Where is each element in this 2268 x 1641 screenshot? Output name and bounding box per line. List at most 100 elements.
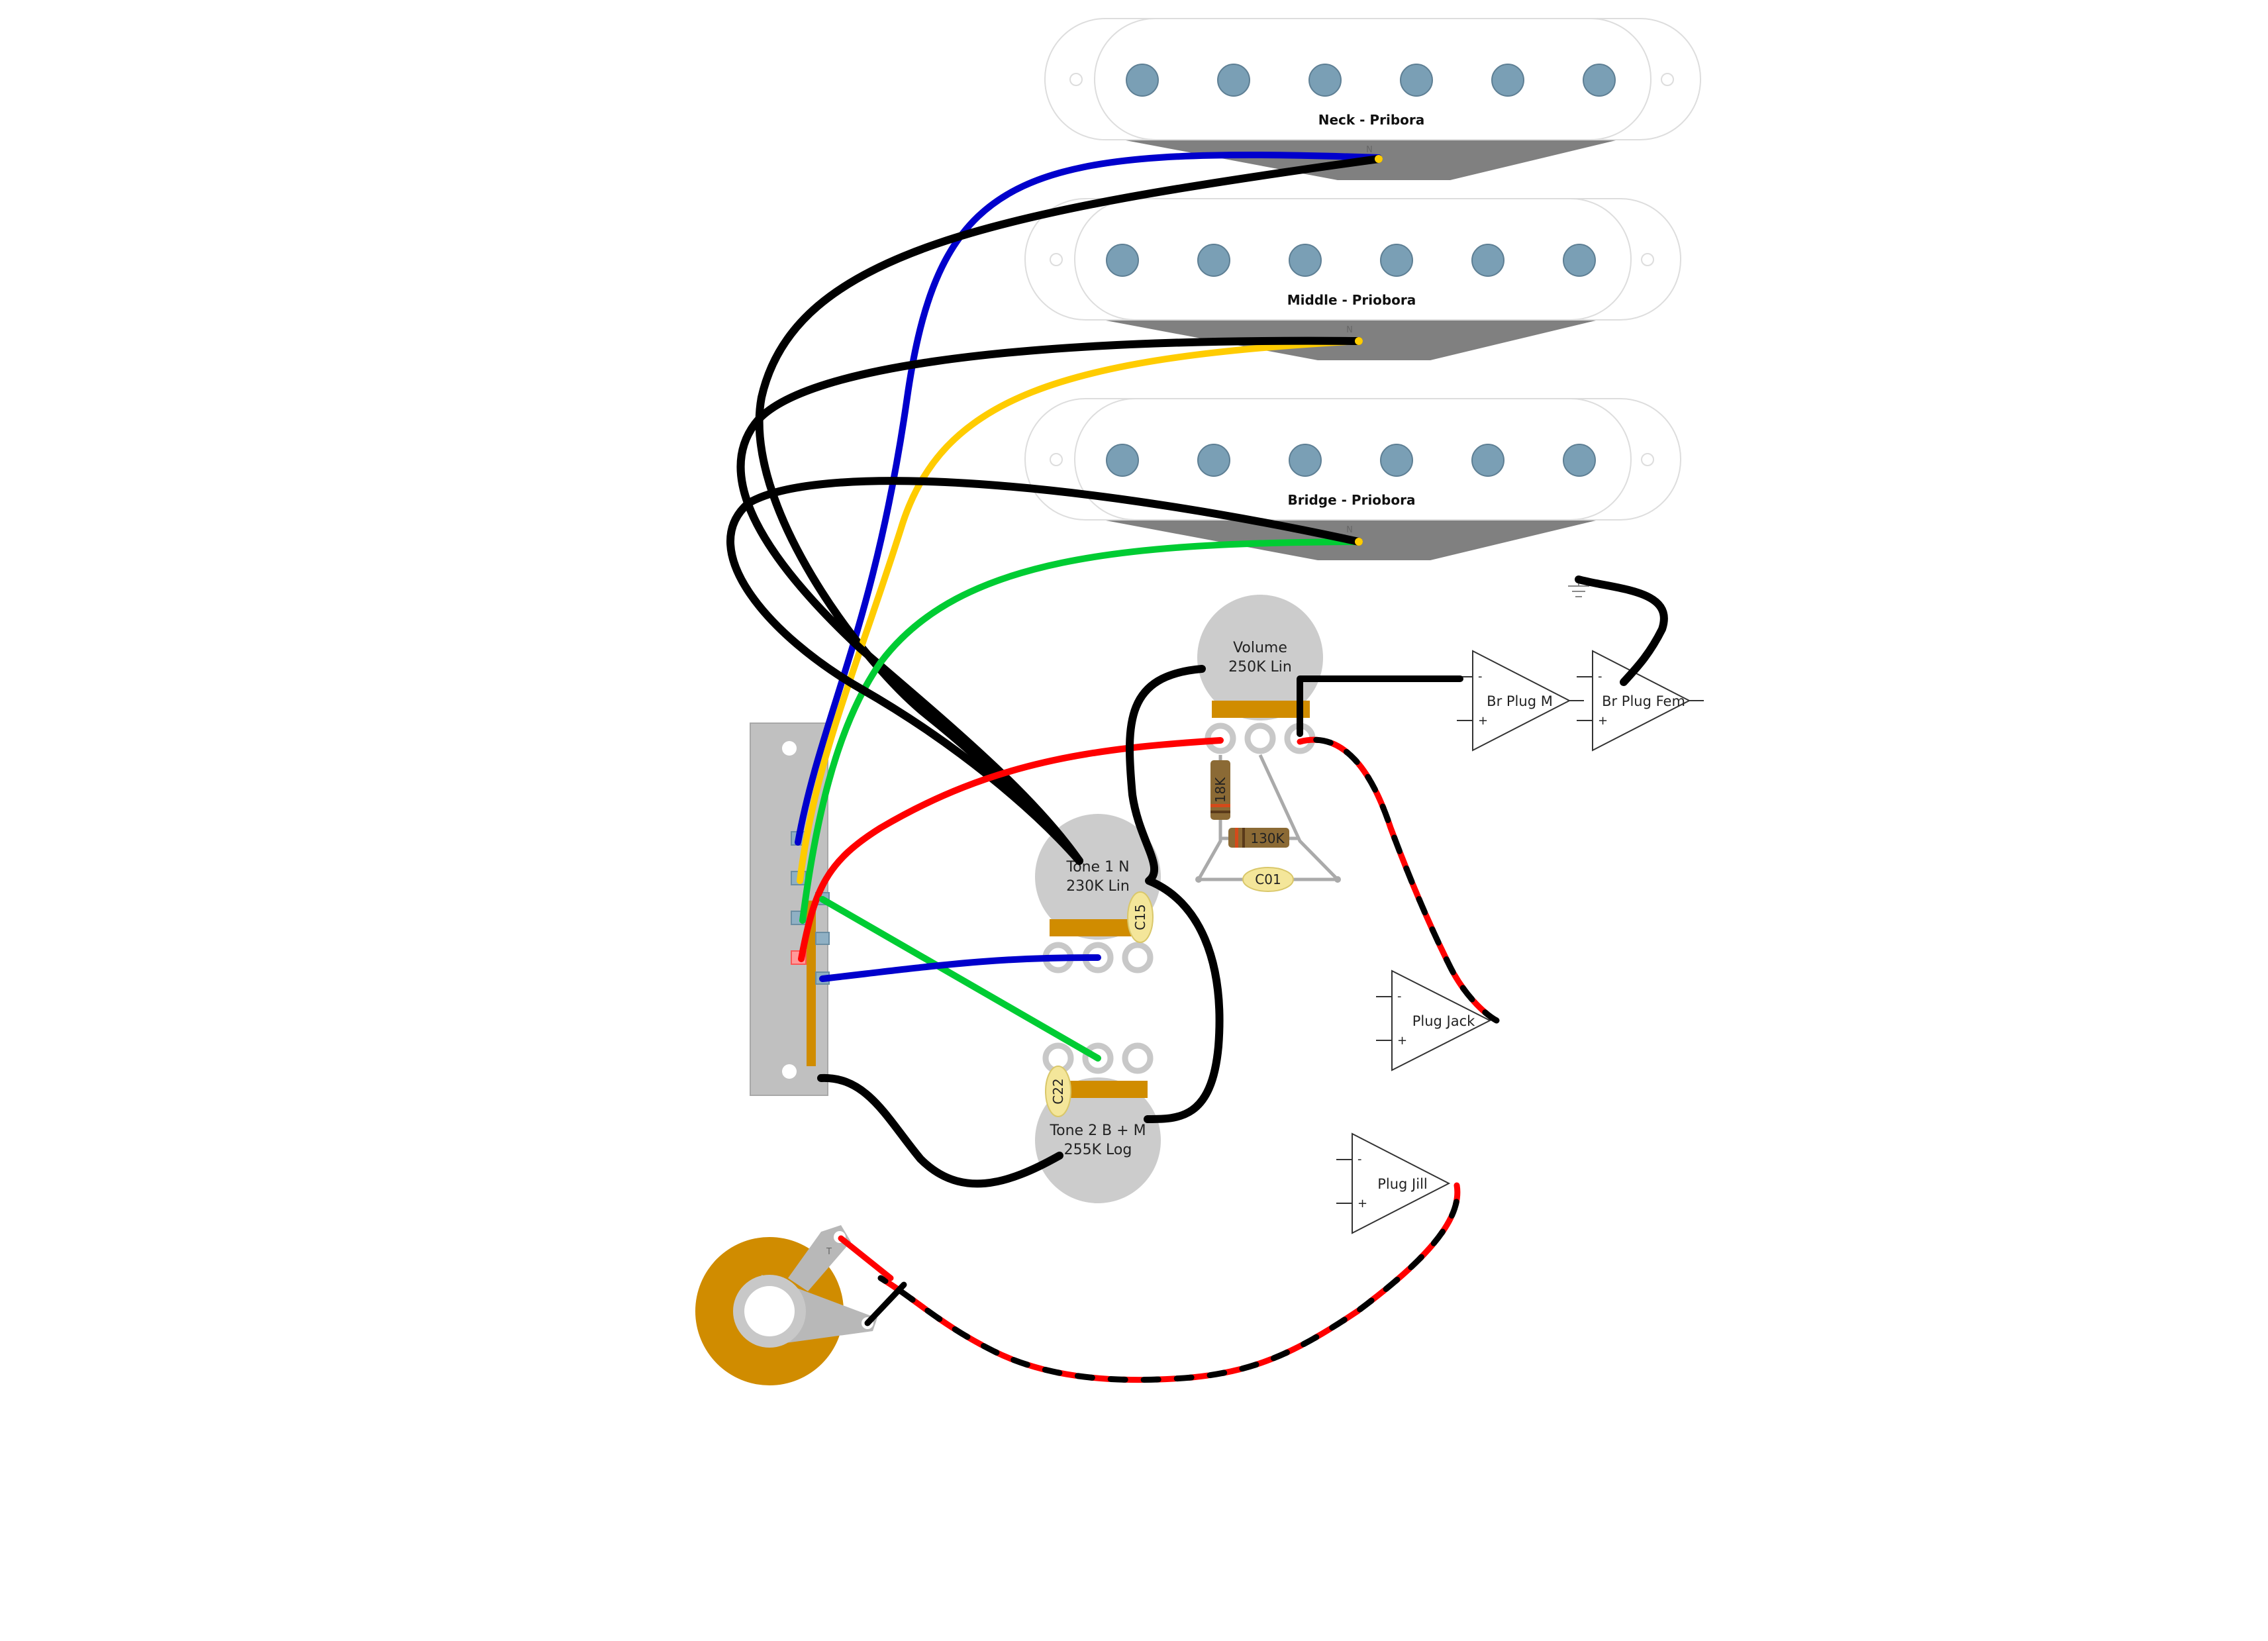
solder-joint xyxy=(1195,876,1202,883)
pot-lug xyxy=(1122,1042,1154,1074)
pole-piece xyxy=(1563,444,1596,477)
tone2-capacitor: C22 xyxy=(1045,1066,1071,1117)
pickup-cover xyxy=(1074,398,1632,521)
pot-lug-base xyxy=(1212,701,1310,718)
wire-red-switch-volume xyxy=(798,737,1224,962)
wires xyxy=(726,152,1668,1383)
wire-red-jack-tip xyxy=(838,1235,894,1281)
pole-piece xyxy=(1471,244,1504,277)
jack-tip-lug xyxy=(788,1225,851,1291)
plug-label: Plug Jack xyxy=(1412,1013,1475,1029)
pot-label-line2: 230K Lin xyxy=(1066,878,1130,895)
pickup-bridge: Bridge - Priobora N xyxy=(1024,398,1681,560)
plug-plus-sign: + xyxy=(1357,1197,1367,1211)
wire-green-switch-tone2 xyxy=(819,896,1101,1062)
plug-label: Plug Jill xyxy=(1377,1176,1428,1192)
pot-label-line2: 250K Lin xyxy=(1228,659,1292,675)
capacitor-c01 xyxy=(1242,867,1294,892)
switch-mount-hole xyxy=(782,741,797,756)
pickup-middle: Middle - Priobora N xyxy=(1024,198,1681,360)
plug-minus-sign: - xyxy=(1598,670,1602,683)
pot-label-line2: 255K Log xyxy=(1064,1142,1132,1158)
pole-piece xyxy=(1583,64,1616,97)
mount-hole xyxy=(1661,73,1674,86)
pole-piece xyxy=(1289,244,1322,277)
pickup-neck: Neck - Pribora N xyxy=(1044,18,1701,180)
plug-br-plug-fem: - + Br Plug Fem xyxy=(1577,650,1704,752)
pole-piece xyxy=(1491,64,1524,97)
jack-hole xyxy=(744,1286,795,1336)
pickup-cover xyxy=(1074,198,1632,321)
pole-piece xyxy=(1197,244,1230,277)
plug-minus-sign: - xyxy=(1397,989,1402,1003)
wire-black-volume-brplug xyxy=(1297,675,1463,737)
pickup-label: Bridge - Priobora xyxy=(1288,492,1416,508)
switch-common-bar xyxy=(807,901,816,1066)
capacitor-c22 xyxy=(1045,1066,1071,1117)
polarity-mark: N xyxy=(1346,325,1353,335)
component-lead xyxy=(1258,754,1339,881)
mount-hole xyxy=(1050,253,1063,266)
pole-piece xyxy=(1289,444,1322,477)
wire-twisted-black-volume-jack xyxy=(1297,736,1500,1024)
plug-triangle xyxy=(1391,970,1492,1071)
pole-piece xyxy=(1197,444,1230,477)
solder-joint xyxy=(1375,155,1383,163)
polarity-mark: N xyxy=(1366,145,1373,155)
wire-green-bridge xyxy=(799,538,1362,924)
mount-hole xyxy=(1050,453,1063,466)
pot-label-line1: Tone 2 B + M xyxy=(1049,1122,1146,1139)
pole-piece xyxy=(1308,64,1342,97)
wire-blue-switch-tone1 xyxy=(819,954,1101,982)
pole-piece xyxy=(1563,244,1596,277)
wire-black-neck xyxy=(755,155,1383,865)
resistor-band xyxy=(1210,804,1230,807)
pickup-label: Neck - Pribora xyxy=(1318,112,1424,128)
wire-black-middle xyxy=(736,336,1363,865)
tone1-capacitor: C15 xyxy=(1127,891,1154,943)
plug-triangle xyxy=(1472,650,1571,752)
plug-label: Br Plug Fem xyxy=(1602,693,1685,709)
pole-piece xyxy=(1126,64,1159,97)
mount-hole xyxy=(1641,253,1654,266)
pole-piece xyxy=(1106,444,1139,477)
polarity-mark: N xyxy=(1346,525,1353,535)
jack-tip-mark: T xyxy=(826,1247,832,1257)
pole-piece xyxy=(1400,64,1433,97)
switch-lug xyxy=(815,932,830,945)
pot-label-line1: Volume xyxy=(1233,640,1287,656)
plug-triangle xyxy=(1592,650,1691,752)
plug-jill: - + Plug Jill xyxy=(1336,1132,1451,1234)
resistor-18k-label: 18K xyxy=(1212,777,1228,803)
wire-black-switch-ground xyxy=(817,1073,1063,1188)
plug-plus-sign: + xyxy=(1598,714,1608,728)
plug-triangle xyxy=(1352,1132,1451,1234)
pot-lug xyxy=(1244,722,1276,754)
resistor-band xyxy=(1242,828,1245,848)
pole-piece xyxy=(1217,64,1250,97)
wire-black-bridge xyxy=(726,477,1363,865)
plug-label: Br Plug M xyxy=(1487,693,1553,709)
solder-joint xyxy=(1355,538,1363,546)
resistor-band xyxy=(1210,811,1230,813)
wire-black-brplug-ground xyxy=(1575,575,1668,686)
wire-yellow-middle xyxy=(797,338,1362,884)
pole-piece xyxy=(1380,444,1413,477)
plug-minus-sign: - xyxy=(1357,1152,1362,1166)
capacitor-c15-label: C15 xyxy=(1132,904,1148,930)
pickup-cover xyxy=(1094,18,1652,140)
mount-hole xyxy=(1641,453,1654,466)
switch-mount-hole xyxy=(782,1064,797,1079)
pot-body xyxy=(1197,595,1323,721)
mount-hole xyxy=(1069,73,1083,86)
treble-bleed-network: 18K 130K C01 xyxy=(1195,754,1341,892)
plug-plus-sign: + xyxy=(1397,1034,1407,1048)
resistor-130k-label: 130K xyxy=(1250,830,1285,846)
wire-black-jack-ground xyxy=(864,1281,907,1326)
pole-piece xyxy=(1471,444,1504,477)
plug-br-plug-m: - + Br Plug M xyxy=(1457,650,1584,752)
plug-jack: - + Plug Jack xyxy=(1376,970,1492,1071)
wire-twisted-black-jill-output xyxy=(877,1182,1461,1383)
solder-joint xyxy=(1334,876,1341,883)
plug-plus-sign: + xyxy=(1478,714,1488,728)
